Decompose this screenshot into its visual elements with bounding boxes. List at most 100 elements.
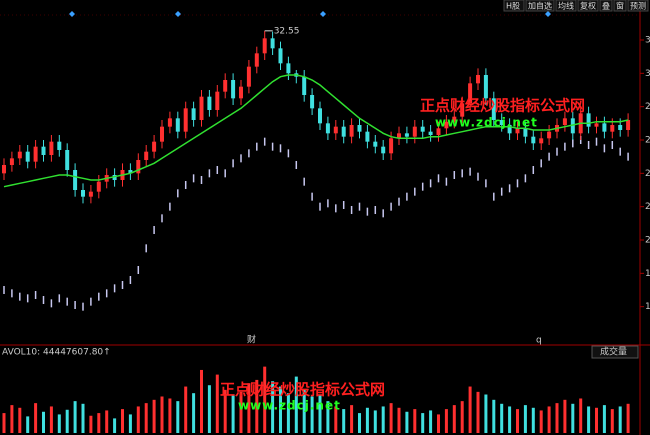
volume-bar	[365, 407, 369, 433]
volume-bar	[152, 399, 156, 433]
volume-bar	[397, 407, 401, 433]
candle-body	[144, 151, 149, 160]
y-tick-label: 26.00	[645, 136, 650, 146]
candle-body	[215, 91, 220, 110]
volume-bar	[350, 405, 354, 433]
volume-bar	[444, 409, 448, 433]
candle-body	[325, 123, 330, 134]
candle-body	[523, 128, 528, 137]
candle-body	[223, 80, 228, 92]
volume-bar	[555, 403, 559, 433]
volume-bar	[626, 403, 630, 433]
toolbar-label[interactable]: 复权	[580, 1, 596, 11]
volume-bar	[492, 399, 496, 433]
candle-body	[539, 138, 544, 144]
volume-bar	[271, 381, 275, 433]
volume-bar	[405, 411, 409, 433]
volume-bar	[10, 405, 14, 433]
candle-body	[65, 150, 70, 170]
candle-body	[547, 131, 552, 139]
candle-body	[618, 125, 623, 130]
candle-body	[420, 126, 425, 132]
volume-bar	[128, 414, 132, 433]
candle-body	[88, 191, 93, 197]
toolbar-label[interactable]: 预测	[630, 1, 646, 11]
volume-bar	[34, 403, 38, 433]
volume-label: AVOL10: 44447607.80↑	[2, 348, 111, 358]
volume-menu-label[interactable]: 成交量	[600, 346, 627, 358]
volume-bar	[255, 379, 259, 433]
toolbar-button[interactable]	[503, 0, 525, 12]
volume-bar	[144, 403, 148, 433]
candle-body	[460, 103, 465, 117]
candle-body	[239, 86, 243, 99]
volume-bar	[121, 409, 124, 433]
candle-body	[602, 123, 607, 132]
volume-menu[interactable]	[591, 345, 639, 359]
candle-body	[594, 123, 599, 127]
toolbar-button[interactable]	[599, 0, 613, 12]
volume-bar	[618, 406, 622, 433]
candle-body	[302, 76, 307, 95]
candle-body	[17, 151, 22, 159]
toolbar-button[interactable]	[577, 0, 599, 12]
candle-body	[9, 158, 14, 165]
candle-body	[73, 170, 78, 190]
volume-bar	[239, 391, 243, 433]
volume-bar	[571, 403, 575, 433]
marker: 财	[247, 334, 256, 346]
candle-body	[199, 96, 204, 120]
volume-bar	[310, 396, 314, 433]
candle-body	[333, 126, 338, 134]
candle-body	[515, 128, 520, 134]
y-tick-label: 18.00	[645, 269, 650, 279]
volume-bar	[381, 406, 385, 433]
volume-bar	[65, 409, 69, 433]
watermark-title: 正点财经炒股指标公式网	[220, 381, 385, 399]
toolbar-button[interactable]	[627, 0, 649, 12]
y-tick-label: 28.00	[645, 102, 650, 112]
toolbar-label[interactable]: 加自选	[528, 1, 552, 11]
volume-bar	[57, 414, 61, 433]
watermark-url: www.zdcj.net	[238, 399, 341, 413]
volume-bar	[342, 409, 346, 433]
candle-body	[25, 151, 30, 162]
volume-bar	[389, 403, 393, 433]
volume-bar	[531, 407, 535, 433]
y-tick-label: 22.00	[645, 202, 650, 212]
volume-bar	[113, 418, 117, 433]
candle-body	[507, 125, 512, 134]
volume-bar	[81, 403, 85, 433]
toolbar-button[interactable]	[555, 0, 577, 12]
toolbar-label[interactable]: 窗	[616, 1, 624, 11]
volume-bar	[602, 405, 606, 433]
volume-bar	[579, 398, 583, 433]
toolbar-label[interactable]: 叠	[602, 2, 610, 11]
volume-bar	[421, 413, 425, 433]
toolbar-label[interactable]: 均线	[558, 1, 574, 11]
toolbar-button[interactable]	[525, 0, 555, 12]
candle-body	[57, 141, 62, 150]
volume-bar	[73, 401, 77, 433]
candle-body	[318, 108, 322, 124]
toolbar-label[interactable]: H股	[506, 2, 520, 11]
volume-bar	[452, 405, 456, 433]
candle-body	[373, 141, 378, 147]
candle-body	[412, 126, 417, 137]
volume-bar	[168, 398, 172, 433]
candle-body	[128, 170, 133, 174]
volume-bar	[49, 406, 53, 433]
volume-bar	[294, 376, 298, 433]
volume-bar	[358, 413, 361, 433]
candle-body	[270, 38, 275, 49]
candle-body	[562, 118, 567, 125]
candle-body	[183, 108, 188, 132]
watermark-url: www.zdcj.net	[435, 116, 538, 130]
candle-body	[207, 96, 212, 110]
y-tick-label: 16.00	[645, 302, 650, 312]
toolbar-button[interactable]	[613, 0, 627, 12]
volume-bar	[26, 416, 30, 433]
volume-bar	[176, 401, 180, 433]
candle-body	[586, 113, 591, 127]
